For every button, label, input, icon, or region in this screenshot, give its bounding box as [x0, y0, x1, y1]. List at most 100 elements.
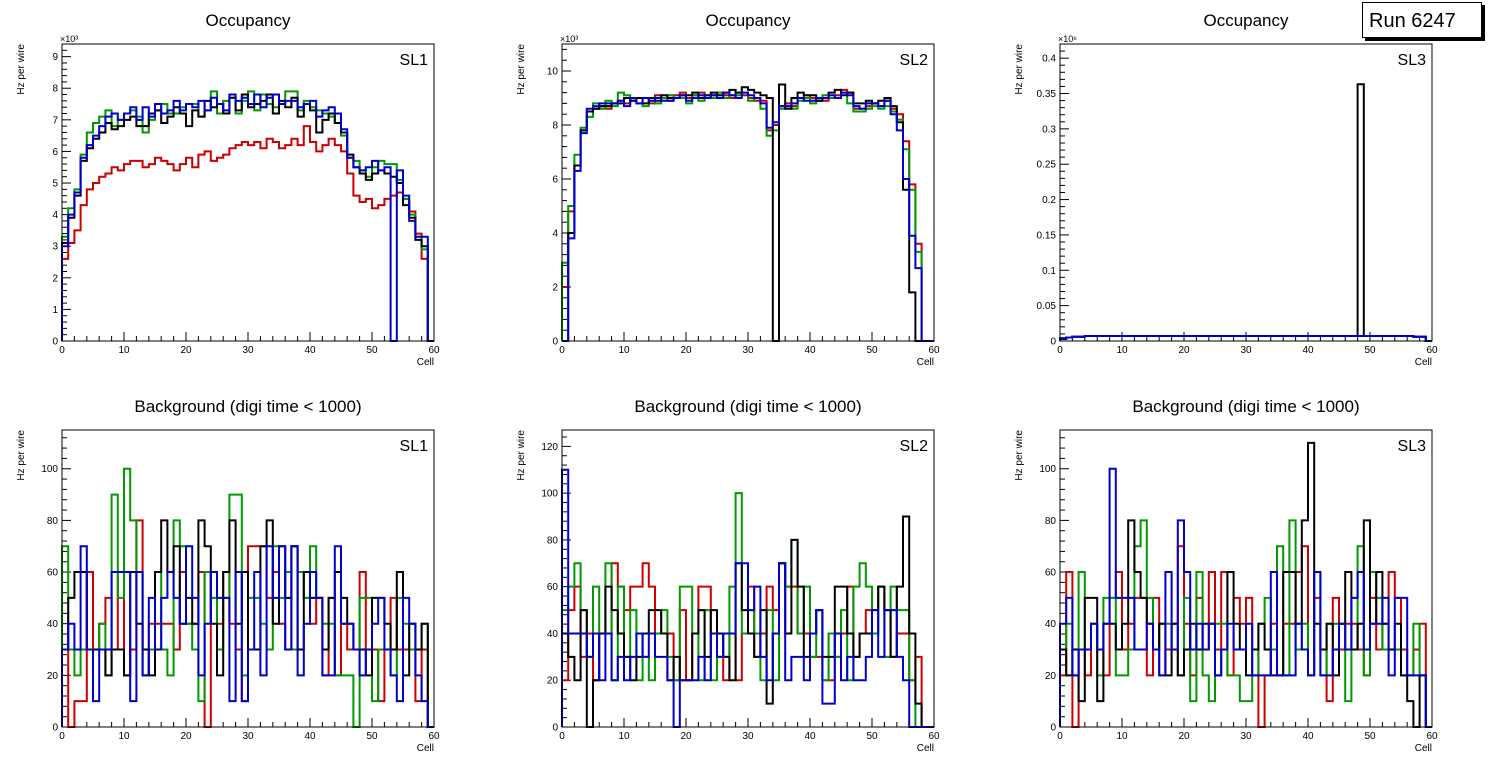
- chart-title: Occupancy: [705, 11, 791, 30]
- x-tick-label: 20: [1178, 731, 1190, 742]
- x-tick-label: 40: [804, 731, 816, 742]
- chart-6-sl3: Background (digi time < 1000) 0 10 20 30 40 50…: [1014, 397, 1438, 754]
- y-tick-label: 80: [47, 516, 59, 527]
- y-tick-label: 0.35: [1037, 89, 1057, 100]
- series-layer4: [1059, 335, 1432, 342]
- y-tick-label: 0: [52, 337, 58, 348]
- y-tick-label: 4: [52, 210, 58, 221]
- y-axis-label: Hz per wire: [516, 44, 527, 95]
- x-tick-label: 10: [118, 345, 130, 356]
- y-exponent-label: ×10³: [60, 34, 78, 44]
- series-layer4: [61, 93, 434, 342]
- y-tick-label: 0.1: [1042, 266, 1056, 277]
- chart-title: Background (digi time < 1000): [1132, 397, 1359, 416]
- y-tick-label: 10: [547, 67, 559, 78]
- series-layer2: [1059, 519, 1432, 728]
- chart-1-sl1: Occupancy 0 10 20 30 40 50 60 0 1 2 3 4 5 6 7 8 9×10³ Cell…: [16, 11, 440, 368]
- y-tick-label: 100: [541, 489, 558, 500]
- plot-frame: [1059, 43, 1433, 342]
- x-axis-label: Cell: [917, 743, 934, 754]
- y-tick-label: 80: [547, 535, 559, 546]
- y-tick-label: 20: [547, 676, 559, 687]
- x-axis-label: Cell: [917, 357, 934, 368]
- x-tick-label: 10: [1116, 345, 1128, 356]
- plot-frame: [61, 429, 435, 728]
- x-tick-label: 60: [1426, 345, 1438, 356]
- x-tick-label: 40: [304, 345, 316, 356]
- y-tick-label: 0.3: [1042, 124, 1056, 135]
- series-layer4: [61, 545, 434, 728]
- x-tick-label: 60: [928, 731, 940, 742]
- x-tick-label: 10: [118, 731, 130, 742]
- series-layer2: [61, 467, 434, 728]
- y-tick-label: 0: [552, 723, 558, 734]
- x-tick-label: 50: [366, 345, 378, 356]
- y-tick-label: 7: [52, 115, 58, 126]
- chart-title: Background (digi time < 1000): [634, 397, 861, 416]
- y-tick-label: 2: [52, 273, 58, 284]
- x-tick-label: 30: [1240, 731, 1252, 742]
- y-tick-label: 4: [552, 229, 558, 240]
- superlayer-label: SL1: [400, 438, 429, 455]
- y-exponent-label: ×10³: [560, 34, 578, 44]
- superlayer-label: SL2: [900, 52, 929, 69]
- x-tick-label: 30: [242, 731, 254, 742]
- x-tick-label: 0: [1057, 345, 1063, 356]
- chart-title: Occupancy: [1203, 11, 1289, 30]
- y-axis-label: Hz per wire: [516, 430, 527, 481]
- series-layer1: [561, 88, 934, 342]
- x-tick-label: 20: [1178, 345, 1190, 356]
- x-tick-label: 50: [1364, 731, 1376, 742]
- plot-frame: [561, 429, 935, 728]
- x-tick-label: 60: [428, 731, 440, 742]
- series-layer3: [562, 83, 934, 342]
- x-axis-label: Cell: [417, 357, 434, 368]
- x-tick-label: 30: [1240, 345, 1252, 356]
- y-tick-label: 40: [547, 629, 559, 640]
- x-tick-label: 30: [742, 731, 754, 742]
- y-tick-label: 6: [52, 147, 58, 158]
- x-axis-label: Cell: [417, 743, 434, 754]
- y-tick-label: 100: [41, 464, 58, 475]
- plot-frame: [61, 43, 435, 342]
- y-tick-label: 100: [1039, 464, 1056, 475]
- x-tick-label: 40: [1302, 731, 1314, 742]
- x-tick-label: 10: [618, 345, 630, 356]
- y-tick-label: 5: [52, 179, 58, 190]
- x-tick-label: 50: [866, 345, 878, 356]
- y-tick-label: 1: [52, 305, 58, 316]
- series-layer4: [561, 468, 934, 728]
- x-tick-label: 50: [1364, 345, 1376, 356]
- series-layer3: [61, 93, 434, 342]
- superlayer-label: SL1: [400, 52, 429, 69]
- x-tick-label: 60: [928, 345, 940, 356]
- x-tick-label: 20: [180, 345, 192, 356]
- series-layer1: [61, 125, 434, 342]
- y-tick-label: 80: [1045, 516, 1057, 527]
- y-axis-label: Hz per wire: [16, 430, 27, 481]
- y-tick-label: 20: [1045, 671, 1057, 682]
- chart-2-sl2: Occupancy 0 10 20 30 40 50 60 0 2 4 6 8 10 ×10³ Cell Hz …: [516, 11, 940, 368]
- y-axis-label: Hz per wire: [16, 44, 27, 95]
- chart-3-sl3: Occupancy 0 10 20 30 40 50 60 0 0.05 0.1 0.15 0.2 0.2…: [1014, 11, 1438, 368]
- x-tick-label: 60: [1426, 731, 1438, 742]
- plot-frame: [561, 43, 935, 342]
- run-label: Run 6247: [1362, 2, 1482, 38]
- x-tick-label: 30: [242, 345, 254, 356]
- series-layer2: [561, 492, 934, 728]
- y-tick-label: 9: [52, 52, 58, 63]
- y-tick-label: 60: [547, 582, 559, 593]
- y-tick-label: 6: [552, 175, 558, 186]
- x-tick-label: 40: [1302, 345, 1314, 356]
- x-tick-label: 60: [428, 345, 440, 356]
- y-axis-label: Hz per wire: [1014, 430, 1025, 481]
- x-tick-label: 20: [680, 731, 692, 742]
- series-layer4: [562, 91, 934, 342]
- y-tick-label: 0: [1050, 337, 1056, 348]
- y-tick-label: 8: [552, 121, 558, 132]
- y-tick-label: 0.05: [1037, 301, 1057, 312]
- chart-title: Background (digi time < 1000): [134, 397, 361, 416]
- y-tick-label: 0.25: [1037, 160, 1057, 171]
- x-tick-label: 10: [618, 731, 630, 742]
